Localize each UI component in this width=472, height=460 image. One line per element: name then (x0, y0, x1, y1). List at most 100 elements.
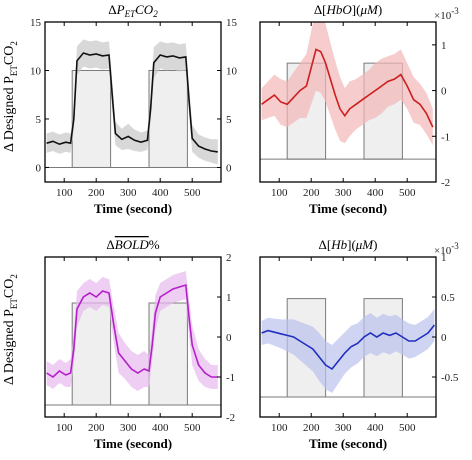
series-line (46, 283, 218, 379)
panel-title: ΔBOLD% (106, 237, 159, 252)
title-part: Δ (106, 237, 114, 252)
y-tick-label-right: 0 (226, 332, 232, 344)
ylabel-main: Δ Designed P (2, 76, 17, 152)
title-part: ET (124, 9, 136, 19)
x-tick-label: 300 (335, 187, 352, 199)
x-tick-label: 200 (88, 187, 105, 199)
y-tick-label-right: -1 (226, 372, 235, 384)
panel-title: ΔPETCO2 (108, 2, 158, 19)
series-line (46, 52, 218, 153)
y-tick-label-right: -1 (441, 131, 450, 143)
title-part: μM (355, 237, 375, 252)
title-part: HbO (326, 2, 353, 17)
title-part: CO (135, 2, 154, 17)
exponent-base: ×10 (434, 10, 452, 22)
x-axis-label: Time (second) (94, 201, 172, 216)
title-part: P (116, 2, 125, 17)
y-tick-label-left: 10 (30, 65, 42, 77)
panel-title: Δ[HbO](μM) (314, 2, 382, 17)
title-part: BOLD (115, 237, 150, 252)
x-tick-label: 300 (335, 422, 352, 434)
error-band (46, 271, 218, 391)
title-part: Δ[ (314, 2, 327, 17)
x-tick-label: 100 (271, 187, 288, 199)
y-tick-label-right: 1 (441, 40, 447, 52)
chart-panel-3: 100 200 300 400 500 Time (second) -2 -1 0 1 2 ΔBOLD… (44, 237, 235, 451)
title-part: ]( (347, 237, 356, 252)
y-tick-label-right: 2 (226, 252, 232, 264)
y-tick-label-right: 15 (226, 17, 238, 29)
y-tick-label-right: 0 (441, 86, 447, 98)
title-part: Δ[ (319, 237, 332, 252)
axes-frame (259, 21, 437, 183)
x-tick-label: 100 (271, 422, 288, 434)
x-tick-label: 400 (367, 422, 384, 434)
designed-block-2 (148, 69, 188, 168)
ylabel-main-2: Δ Designed P (2, 309, 17, 385)
chart-panel-4: 100 200 300 400 500 Time (second) -0.5 0 0.5 1×10… (259, 237, 459, 451)
x-axis-label: Time (second) (94, 436, 172, 451)
x-tick-label: 200 (303, 187, 320, 199)
axis-exponent: ×10-3 (434, 241, 459, 257)
y-tick-label-right: 1 (441, 252, 447, 264)
exponent-base: ×10 (434, 245, 452, 257)
y-tick-label-right: 0.5 (441, 292, 455, 304)
y-tick-label-right: 0 (441, 332, 447, 344)
title-part: 2 (153, 9, 158, 19)
y-tick-label-left: 5 (36, 114, 42, 126)
y-tick-label-left: 0 (36, 162, 42, 174)
ylabel-sub: ET (9, 65, 19, 76)
axis-exponent: ×10-3 (434, 6, 459, 22)
title-part: μM (359, 2, 379, 17)
y-tick-label-right: -0.5 (441, 372, 459, 384)
x-axis-label: Time (second) (309, 436, 387, 451)
plot-area (45, 271, 221, 406)
shared-ylabel: Δ Designed PETCO2 (2, 41, 19, 152)
x-tick-label: 500 (184, 422, 201, 434)
series-line (261, 48, 434, 128)
x-tick-label: 400 (152, 187, 169, 199)
plot-area (260, 22, 436, 160)
error-band (261, 309, 435, 393)
x-tick-label: 400 (152, 422, 169, 434)
x-tick-label: 300 (120, 187, 137, 199)
exponent-power: -3 (451, 6, 459, 16)
shared-ylabel-bottom: Δ Designed PETCO2 (2, 274, 19, 385)
panel-title: Δ[Hb](μM) (319, 237, 378, 252)
x-tick-label: 200 (88, 422, 105, 434)
title-part: Hb (330, 237, 347, 252)
x-tick-label: 400 (367, 187, 384, 199)
y-tick-label-right: 1 (226, 292, 232, 304)
ylabel-tail-2: CO (2, 279, 17, 298)
ylabel-sub2: 2 (9, 41, 19, 46)
x-tick-label: 200 (303, 422, 320, 434)
x-tick-label: 300 (120, 422, 137, 434)
ylabel-sub2-2: 2 (9, 274, 19, 279)
series-line (261, 324, 436, 371)
y-tick-label-left: 15 (30, 17, 42, 29)
exponent-power: -3 (451, 241, 459, 251)
y-tick-label-right: 10 (226, 65, 238, 77)
x-tick-label: 100 (56, 187, 73, 199)
title-part: Δ (108, 2, 116, 17)
designed-block-1 (71, 69, 112, 168)
y-tick-label-right: 0 (226, 162, 232, 174)
x-tick-label: 500 (399, 422, 416, 434)
chart-panel-1: 100 200 300 400 500 Time (second) 0 5 10 15 0 5 10 15… (30, 2, 238, 216)
x-tick-label: 500 (184, 187, 201, 199)
title-part: ]( (352, 2, 361, 17)
ylabel-sub-2: ET (9, 298, 19, 309)
title-part: ) (378, 2, 382, 17)
title-part: ) (373, 237, 377, 252)
x-axis-label: Time (second) (309, 201, 387, 216)
x-tick-label: 100 (56, 422, 73, 434)
ylabel-tail: CO (2, 46, 17, 65)
error-band (261, 22, 433, 146)
plot-area (45, 39, 221, 168)
axes-frame (44, 21, 222, 183)
plot-area (260, 298, 436, 398)
x-tick-label: 500 (399, 187, 416, 199)
chart-panel-2: 100 200 300 400 500 Time (second) -2 -1 0 1 ×10-3 Δ… (259, 2, 459, 216)
